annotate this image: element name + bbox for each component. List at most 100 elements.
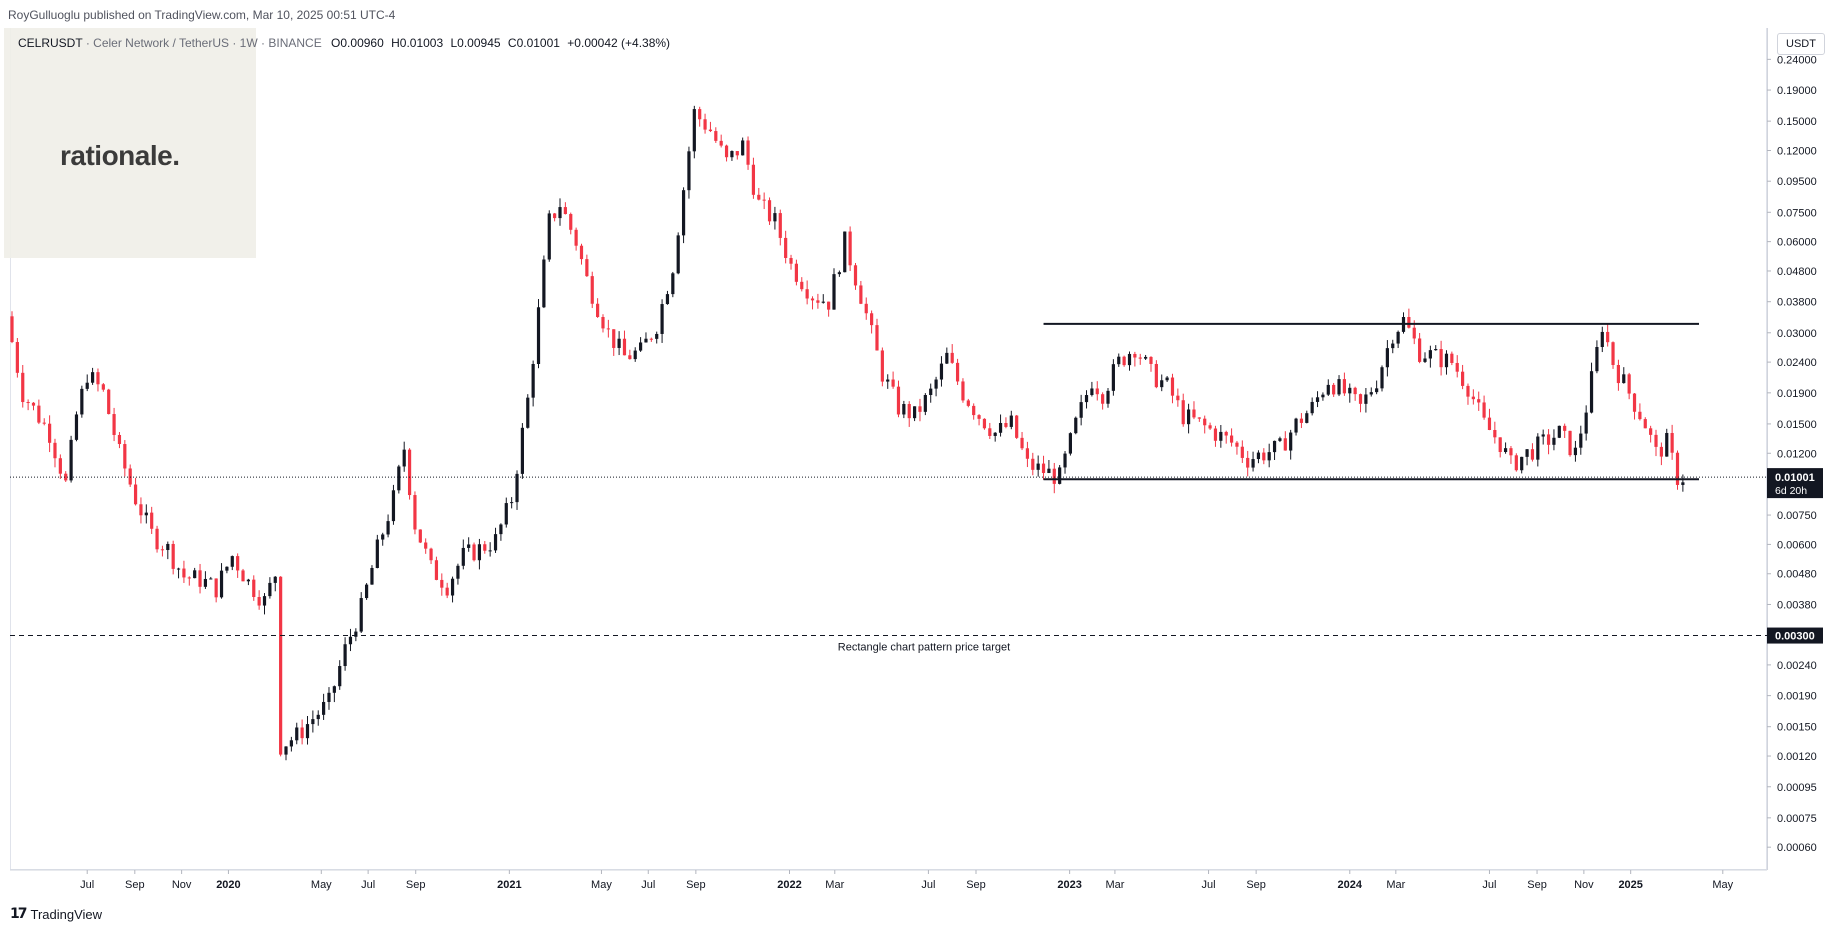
symbol-name: Celer Network / TetherUS (93, 36, 229, 50)
candle-body (483, 544, 487, 551)
x-tick-label: Nov (1574, 879, 1594, 891)
tradingview-logo-icon: 17 (10, 906, 28, 922)
candle-body (660, 304, 664, 334)
candle-body (1332, 384, 1336, 395)
candle-body (773, 213, 777, 222)
candle-body (923, 395, 927, 412)
candle-body (1557, 425, 1561, 438)
countdown-label: 6d 20h (1775, 485, 1807, 497)
candle-body (477, 544, 482, 561)
candle-body (1611, 342, 1615, 366)
candle-body (198, 570, 202, 587)
candle-body (155, 528, 159, 550)
candle-body (1256, 452, 1261, 460)
candle-body (193, 570, 197, 579)
currency-selector[interactable]: USDT (1777, 33, 1825, 55)
candle-body (402, 449, 406, 467)
candle-body (655, 333, 659, 339)
candle-body (1385, 348, 1389, 368)
candle-body (569, 214, 573, 230)
candle-body (279, 576, 283, 755)
candle-body (1595, 347, 1599, 372)
candle-body (730, 151, 734, 158)
symbol-legend[interactable]: CELRUSDT · Celer Network / TetherUS · 1W… (18, 36, 671, 50)
candle-body (15, 342, 19, 373)
price-axis[interactable] (1767, 28, 1835, 870)
candle-body (805, 289, 809, 299)
candle-body (622, 338, 627, 356)
candle-body (896, 386, 901, 415)
candle-body (649, 338, 653, 340)
candle-body (1665, 432, 1669, 457)
candle-body (386, 521, 390, 535)
candle-body (1407, 316, 1411, 328)
symbol-pair: CELRUSDT (18, 36, 83, 50)
candle-body (171, 543, 175, 569)
candle-body (150, 512, 154, 529)
candle-body (1498, 437, 1502, 453)
candle-body (1020, 437, 1024, 449)
candle-body (26, 402, 30, 404)
candle-body (74, 414, 79, 440)
candle-body (1659, 446, 1663, 457)
candle-body (467, 544, 471, 548)
candle-body (1321, 394, 1325, 398)
candle-body (1643, 419, 1647, 429)
candle-body (488, 550, 492, 552)
y-tick-label: 0.06000 (1777, 237, 1817, 249)
symbol-interval: 1W (239, 36, 258, 50)
candle-body (1192, 409, 1196, 418)
y-tick-label: 0.00095 (1777, 782, 1817, 794)
last-price-badge (1767, 468, 1823, 499)
ohlc-high: H0.01003 (391, 36, 444, 50)
y-tick-label: 0.00380 (1777, 599, 1817, 611)
candle-body (837, 272, 841, 275)
candle-body (687, 151, 691, 191)
candle-body (219, 570, 224, 598)
candle-body (1262, 452, 1266, 461)
candle-body (692, 109, 696, 152)
candle-body (939, 363, 944, 380)
candle-body (359, 598, 363, 632)
candle-body (112, 414, 116, 435)
candle-body (628, 355, 632, 360)
target-price-badge (1767, 627, 1823, 644)
candle-body (1337, 379, 1341, 395)
candle-body (520, 427, 524, 474)
candle-body (853, 265, 858, 286)
candle-body (90, 372, 95, 383)
candle-body (1616, 365, 1621, 384)
candle-body (187, 577, 191, 579)
candle-body (327, 692, 331, 702)
x-tick-label: 2023 (1057, 879, 1081, 891)
candle-body (724, 145, 729, 158)
candle-body (1246, 457, 1250, 468)
candle-body (843, 231, 847, 273)
drawings: Rectangle chart pattern price target (10, 322, 1767, 654)
candle-body (1170, 377, 1175, 396)
candle-body (176, 568, 181, 570)
candle-body (547, 213, 551, 260)
candle-body (85, 382, 89, 389)
candle-body (1079, 402, 1083, 418)
candle-body (977, 415, 981, 419)
watermark-box: rationale. (4, 28, 256, 258)
candle-body (504, 503, 508, 525)
x-tick-label: Jul (921, 879, 935, 891)
candle-body (472, 544, 476, 561)
candle-body (998, 422, 1003, 433)
candle-body (536, 307, 541, 364)
candle-body (1154, 363, 1158, 388)
target-annotation: Rectangle chart pattern price target (838, 642, 1010, 654)
tradingview-footer[interactable]: 17 TradingView (10, 906, 102, 922)
candle-body (612, 329, 616, 348)
candle-body (42, 422, 46, 424)
candle-body (1573, 447, 1578, 456)
candle-body (166, 543, 170, 551)
candle-body (1176, 395, 1180, 401)
candle-body (182, 568, 186, 578)
y-tick-label: 0.15000 (1777, 116, 1817, 128)
y-tick-label: 0.00600 (1777, 539, 1817, 551)
candle-body (252, 579, 256, 598)
